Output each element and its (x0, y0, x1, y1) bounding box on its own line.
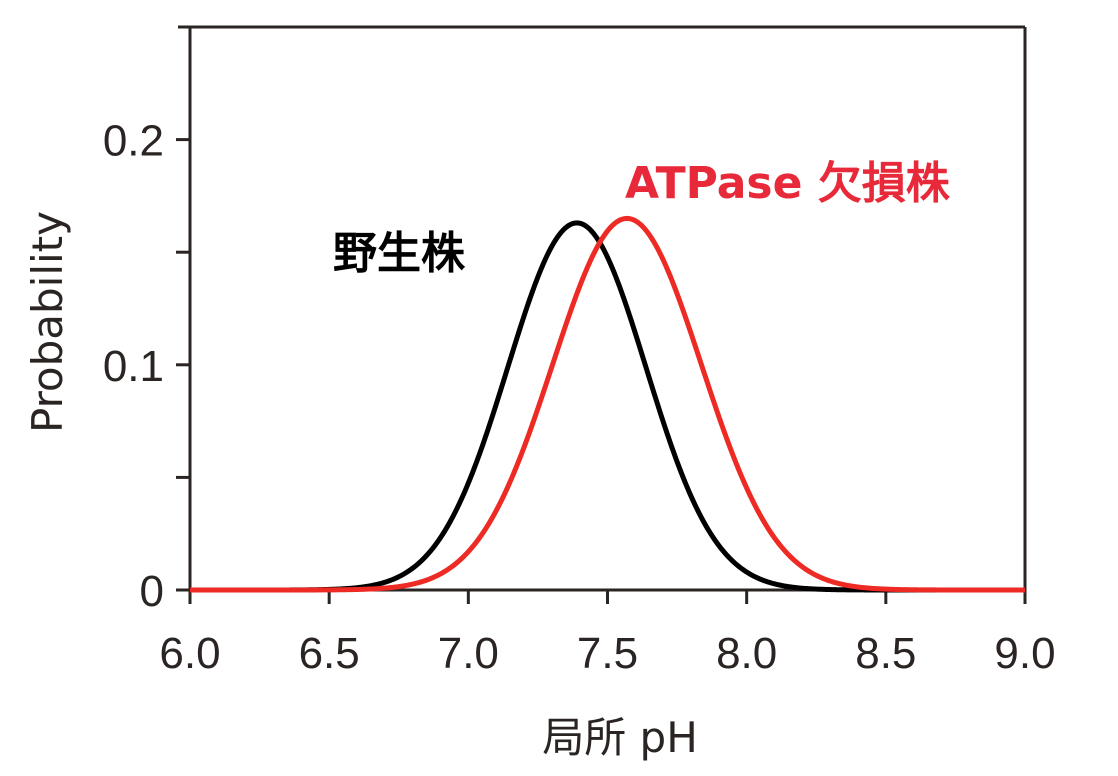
x-tick-label: 6.0 (159, 629, 220, 678)
x-tick-label: 7.0 (438, 629, 499, 678)
y-tick-label: 0 (140, 567, 164, 616)
y-axis-ticks: 0 0.1 0.2 (103, 117, 190, 616)
x-axis-title: 局所 pH (542, 713, 698, 762)
y-axis-title: Probability (23, 211, 72, 433)
plot-frame (178, 25, 1027, 600)
y-tick-label: 0.1 (103, 342, 164, 391)
x-tick-label: 8.5 (855, 629, 916, 678)
wild-type-label: 野生株 (333, 228, 466, 279)
y-tick-label: 0.2 (103, 117, 164, 166)
atpase-mutant-label: ATPase 欠損株 (625, 158, 951, 209)
x-axis-ticks: 6.0 6.5 7.0 7.5 8.0 8.5 9.0 (159, 590, 1056, 678)
wild-type-curve (188, 220, 1027, 593)
x-tick-label: 7.5 (577, 629, 638, 678)
x-tick-label: 9.0 (994, 629, 1055, 678)
atpase-mutant-curve (188, 215, 1027, 593)
x-tick-label: 8.0 (716, 629, 777, 678)
x-tick-label: 6.5 (299, 629, 360, 678)
